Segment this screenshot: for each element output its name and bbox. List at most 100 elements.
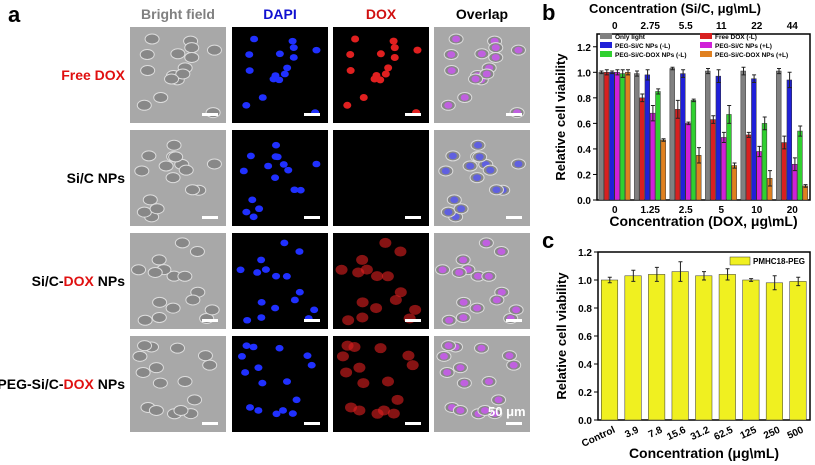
dox-signal xyxy=(394,246,407,257)
error-bar xyxy=(654,266,659,282)
bar xyxy=(624,275,642,421)
y-tick-label: 0.6 xyxy=(578,332,592,343)
dox-signal xyxy=(370,75,379,83)
nucleus xyxy=(456,407,465,414)
error-bar xyxy=(656,88,661,95)
dox-signal xyxy=(402,350,415,361)
scale-bar xyxy=(405,113,421,116)
legend-swatch xyxy=(729,256,751,266)
scale-bar-label: 50 μm xyxy=(488,404,526,419)
dox-signal xyxy=(343,101,352,109)
error-bar xyxy=(675,99,680,119)
dox-signal xyxy=(356,297,369,308)
cell xyxy=(205,107,221,119)
nucleus xyxy=(243,316,252,324)
nucleus xyxy=(242,342,251,349)
nucleus xyxy=(289,54,298,61)
top-tick-label: 5.5 xyxy=(679,21,693,32)
dox-image xyxy=(333,130,429,226)
legend-label: Free DOX (-L) xyxy=(715,34,757,41)
nucleus xyxy=(271,174,280,181)
cell xyxy=(175,68,191,80)
legend-label: PEG-Si/C-DOX NPs (-L) xyxy=(615,52,687,59)
legend-swatch xyxy=(600,33,612,39)
error-bar xyxy=(772,275,777,291)
dox-signal xyxy=(357,378,370,389)
nucleus xyxy=(474,141,483,149)
bar xyxy=(776,70,782,201)
cell xyxy=(202,359,218,371)
y-tick-label: 0.8 xyxy=(577,94,591,105)
dox-signal xyxy=(390,53,399,61)
x-tick-label: 7.8 xyxy=(647,425,665,441)
error-bar xyxy=(741,66,746,76)
nucleus xyxy=(246,152,255,160)
cell xyxy=(173,404,189,416)
bar xyxy=(781,142,787,201)
nucleus xyxy=(459,314,468,321)
dox-signal xyxy=(359,94,368,102)
cell xyxy=(147,266,163,278)
cell xyxy=(158,160,174,172)
bar xyxy=(721,137,727,201)
nucleus xyxy=(312,160,321,168)
x-tick-label: 250 xyxy=(762,425,782,442)
nucleus xyxy=(253,269,262,276)
nucleus xyxy=(484,378,493,385)
cell xyxy=(136,99,152,111)
cell xyxy=(135,366,151,378)
bar xyxy=(625,72,631,201)
x-axis-label: Concentration (DOX, μg\mL) xyxy=(609,213,797,229)
error-bar xyxy=(746,131,751,138)
dox-signal xyxy=(356,254,369,265)
bar xyxy=(710,119,716,201)
cell xyxy=(166,139,182,151)
cell xyxy=(168,151,184,163)
y-tick-label: 0.6 xyxy=(577,119,591,130)
bar xyxy=(660,139,666,201)
dox-signal xyxy=(379,237,392,248)
cell xyxy=(151,254,167,266)
dox-signal xyxy=(353,362,366,373)
nucleus xyxy=(254,407,263,414)
nucleus xyxy=(447,51,456,58)
cell xyxy=(185,294,201,306)
nucleus xyxy=(275,344,284,352)
x-tick-label: 10 xyxy=(751,205,763,216)
y-tick-label: 0.4 xyxy=(577,145,591,156)
nucleus xyxy=(255,205,264,213)
bar xyxy=(715,75,721,201)
dox-image xyxy=(333,233,429,329)
overlap-image xyxy=(434,233,530,329)
nucleus xyxy=(280,239,289,247)
nucleus xyxy=(471,75,480,83)
x-tick-label: 0 xyxy=(612,205,618,216)
y-axis-label: Relative cell viability xyxy=(553,53,568,181)
x-tick-label: 20 xyxy=(787,205,799,216)
bar xyxy=(726,114,732,201)
x-tick-label: 5 xyxy=(718,205,724,216)
nucleus xyxy=(460,379,469,387)
error-bar xyxy=(697,147,701,164)
bar xyxy=(603,72,610,201)
scale-bar xyxy=(202,422,218,425)
scale-bar xyxy=(405,319,421,322)
nucleus xyxy=(295,248,304,255)
error-bar xyxy=(725,268,730,281)
nucleus xyxy=(505,352,514,359)
dox-signal xyxy=(351,35,360,43)
nucleus xyxy=(473,304,482,312)
y-tick-label: 1.2 xyxy=(577,43,591,54)
nucleus xyxy=(439,353,448,360)
nucleus xyxy=(275,50,284,58)
nucleus xyxy=(272,141,281,149)
error-bar xyxy=(631,269,636,282)
dox-signal xyxy=(370,303,383,314)
bar xyxy=(634,73,640,201)
nucleus xyxy=(514,46,523,54)
dox-signal xyxy=(341,340,354,351)
error-bar xyxy=(645,69,650,81)
nucleus xyxy=(282,378,291,385)
error-bar xyxy=(721,131,726,144)
scale-bar xyxy=(202,113,218,116)
